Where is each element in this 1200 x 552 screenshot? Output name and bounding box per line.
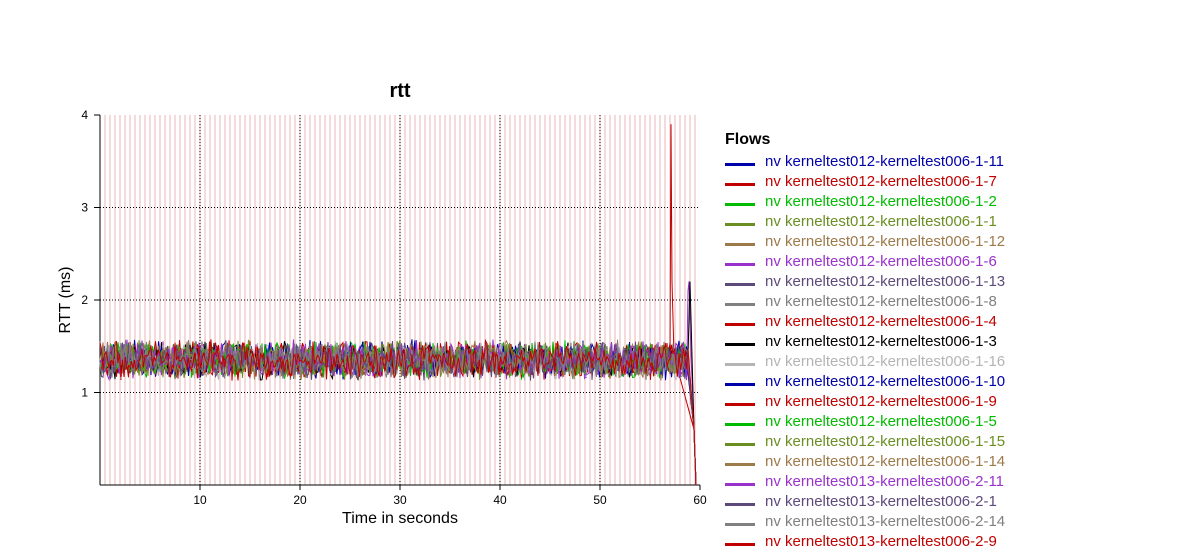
legend-item: nv kerneltest012-kerneltest006-1-5 — [725, 412, 1185, 432]
y-tick-label: 3 — [81, 201, 88, 215]
legend-label: nv kerneltest012-kerneltest006-1-8 — [765, 293, 997, 310]
legend-label: nv kerneltest012-kerneltest006-1-4 — [765, 313, 997, 330]
y-axis-label: RTT (ms) — [57, 266, 74, 334]
legend-label: nv kerneltest012-kerneltest006-1-6 — [765, 253, 997, 270]
legend-item: nv kerneltest012-kerneltest006-1-10 — [725, 372, 1185, 392]
legend: nv kerneltest012-kerneltest006-1-11 nv ke… — [725, 152, 1185, 552]
legend-swatch — [725, 203, 755, 206]
x-tick-label: 10 — [193, 493, 207, 507]
legend-label: nv kerneltest012-kerneltest006-1-3 — [765, 333, 997, 350]
legend-label: nv kerneltest012-kerneltest006-1-1 — [765, 213, 997, 230]
legend-label: nv kerneltest012-kerneltest006-1-2 — [765, 193, 997, 210]
legend-label: nv kerneltest012-kerneltest006-1-16 — [765, 353, 1006, 370]
legend-swatch — [725, 423, 755, 426]
legend-item: nv kerneltest012-kerneltest006-1-7 — [725, 172, 1185, 192]
x-axis-label: Time in seconds — [342, 510, 458, 527]
series-line — [99, 281, 697, 486]
legend-swatch — [725, 263, 755, 266]
legend-item: nv kerneltest013-kerneltest006-2-1 — [725, 492, 1185, 512]
legend-swatch — [725, 403, 755, 406]
x-tick-label: 30 — [393, 493, 407, 507]
legend-item: nv kerneltest013-kerneltest006-2-11 — [725, 472, 1185, 492]
legend-label: nv kerneltest012-kerneltest006-1-10 — [765, 373, 1006, 390]
legend-item: nv kerneltest012-kerneltest006-1-6 — [725, 252, 1185, 272]
legend-swatch — [725, 283, 755, 286]
legend-swatch — [725, 303, 755, 306]
legend-label: nv kerneltest012-kerneltest006-1-9 — [765, 393, 997, 410]
legend-label: nv kerneltest012-kerneltest006-1-13 — [765, 273, 1006, 290]
legend-item: nv kerneltest012-kerneltest006-1-16 — [725, 352, 1185, 372]
legend-item: nv kerneltest013-kerneltest006-2-9 — [725, 532, 1185, 552]
legend-swatch — [725, 183, 755, 186]
legend-label: nv kerneltest012-kerneltest006-1-15 — [765, 433, 1006, 450]
legend-label: nv kerneltest013-kerneltest006-2-14 — [765, 513, 1006, 530]
legend-item: nv kerneltest013-kerneltest006-2-14 — [725, 512, 1185, 532]
series-line — [99, 124, 697, 486]
x-tick-label: 20 — [293, 493, 307, 507]
series-line — [99, 281, 697, 486]
legend-item: nv kerneltest012-kerneltest006-1-2 — [725, 192, 1185, 212]
x-tick-label: 50 — [593, 493, 607, 507]
legend-swatch — [725, 163, 755, 166]
legend-swatch — [725, 343, 755, 346]
legend-item: nv kerneltest012-kerneltest006-1-1 — [725, 212, 1185, 232]
legend-swatch — [725, 523, 755, 526]
legend-swatch — [725, 543, 755, 546]
chart-title: rtt — [389, 80, 411, 102]
legend-swatch — [725, 483, 755, 486]
legend-swatch — [725, 383, 755, 386]
x-tick-label: 40 — [493, 493, 507, 507]
legend-label: nv kerneltest013-kerneltest006-2-1 — [765, 493, 997, 510]
legend-label: nv kerneltest012-kerneltest006-1-14 — [765, 453, 1006, 470]
legend-item: nv kerneltest012-kerneltest006-1-3 — [725, 332, 1185, 352]
legend-label: nv kerneltest013-kerneltest006-2-9 — [765, 533, 997, 550]
legend-label: nv kerneltest012-kerneltest006-1-12 — [765, 233, 1006, 250]
legend-label: nv kerneltest012-kerneltest006-1-7 — [765, 173, 997, 190]
legend-label: nv kerneltest013-kerneltest006-2-11 — [765, 473, 1005, 490]
y-tick-label: 4 — [81, 108, 88, 122]
legend-swatch — [725, 443, 755, 446]
legend-swatch — [725, 363, 755, 366]
legend-item: nv kerneltest012-kerneltest006-1-4 — [725, 312, 1185, 332]
legend-title: Flows — [725, 131, 771, 148]
legend-swatch — [725, 323, 755, 326]
legend-label: nv kerneltest012-kerneltest006-1-5 — [765, 413, 997, 430]
legend-item: nv kerneltest012-kerneltest006-1-11 — [725, 152, 1185, 172]
legend-item: nv kerneltest012-kerneltest006-1-15 — [725, 432, 1185, 452]
y-tick-label: 2 — [81, 293, 88, 307]
legend-swatch — [725, 503, 755, 506]
legend-swatch — [725, 223, 755, 226]
legend-item: nv kerneltest012-kerneltest006-1-8 — [725, 292, 1185, 312]
legend-label: nv kerneltest012-kerneltest006-1-11 — [765, 153, 1005, 170]
legend-item: nv kerneltest012-kerneltest006-1-14 — [725, 452, 1185, 472]
legend-item: nv kerneltest012-kerneltest006-1-9 — [725, 392, 1185, 412]
legend-swatch — [725, 243, 755, 246]
x-tick-label: 60 — [693, 493, 707, 507]
legend-item: nv kerneltest012-kerneltest006-1-12 — [725, 232, 1185, 252]
series-line — [99, 338, 697, 486]
legend-item: nv kerneltest012-kerneltest006-1-13 — [725, 272, 1185, 292]
legend-swatch — [725, 463, 755, 466]
y-tick-label: 1 — [81, 386, 88, 400]
